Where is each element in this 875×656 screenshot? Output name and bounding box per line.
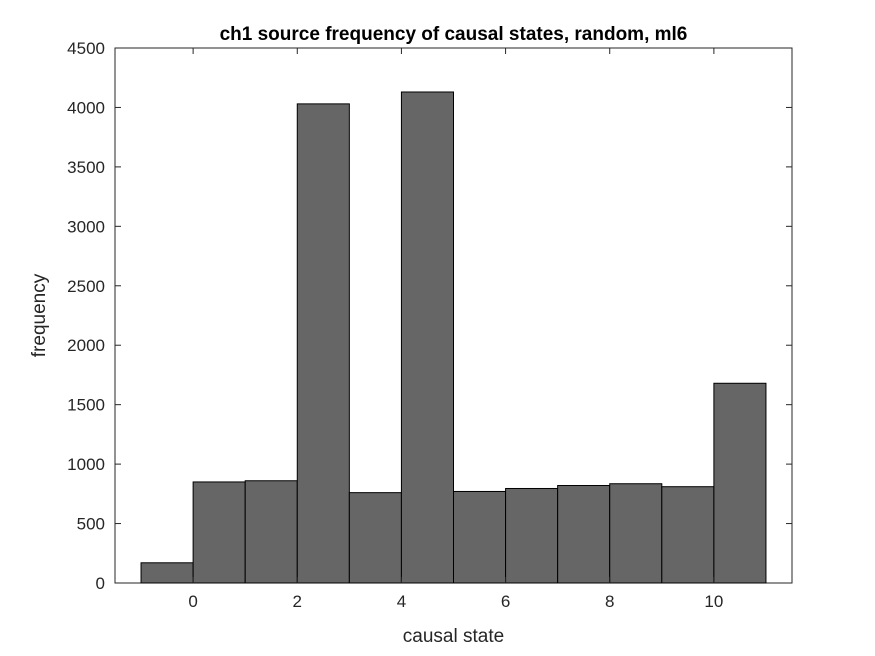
y-tick-label: 2500: [67, 277, 105, 296]
histogram-bar: [348, 492, 402, 584]
histogram-bar: [244, 480, 298, 584]
x-tick-label: 6: [501, 592, 510, 611]
histogram-bar: [557, 485, 611, 584]
histogram-bar: [453, 490, 507, 584]
histogram-bar: [140, 562, 194, 584]
y-tick-label: 3500: [67, 158, 105, 177]
histogram-bar: [609, 483, 663, 584]
y-tick-label: 2000: [67, 336, 105, 355]
y-tick-label: 500: [77, 515, 105, 534]
histogram-bar: [400, 91, 454, 584]
x-tick-label: 8: [605, 592, 614, 611]
y-tick-label: 4500: [67, 39, 105, 58]
x-tick-label: 10: [704, 592, 723, 611]
y-axis-ticks: 0 500 1000 1500 2000 2500 3000 3500 4000 4500: [67, 39, 792, 593]
histogram-bar: [505, 487, 559, 584]
histogram-bar: [192, 481, 246, 584]
histogram-bar: [661, 486, 715, 584]
x-tick-label: 4: [397, 592, 406, 611]
y-tick-label: 1500: [67, 396, 105, 415]
y-tick-label: 1000: [67, 455, 105, 474]
histogram-bar: [296, 103, 350, 584]
histogram-bar: [713, 382, 767, 584]
y-tick-label: 0: [96, 574, 105, 593]
x-tick-label: 2: [293, 592, 302, 611]
x-tick-label: 0: [188, 592, 197, 611]
y-tick-label: 4000: [67, 98, 105, 117]
chart-title: ch1 source frequency of causal states, r…: [220, 24, 688, 45]
x-axis-label: causal state: [403, 626, 504, 647]
bars-group: [140, 91, 767, 584]
x-axis-ticks: 0 2 4 6 8 10: [188, 48, 723, 611]
y-axis-label: frequency: [29, 273, 50, 357]
y-tick-label: 3000: [67, 217, 105, 236]
